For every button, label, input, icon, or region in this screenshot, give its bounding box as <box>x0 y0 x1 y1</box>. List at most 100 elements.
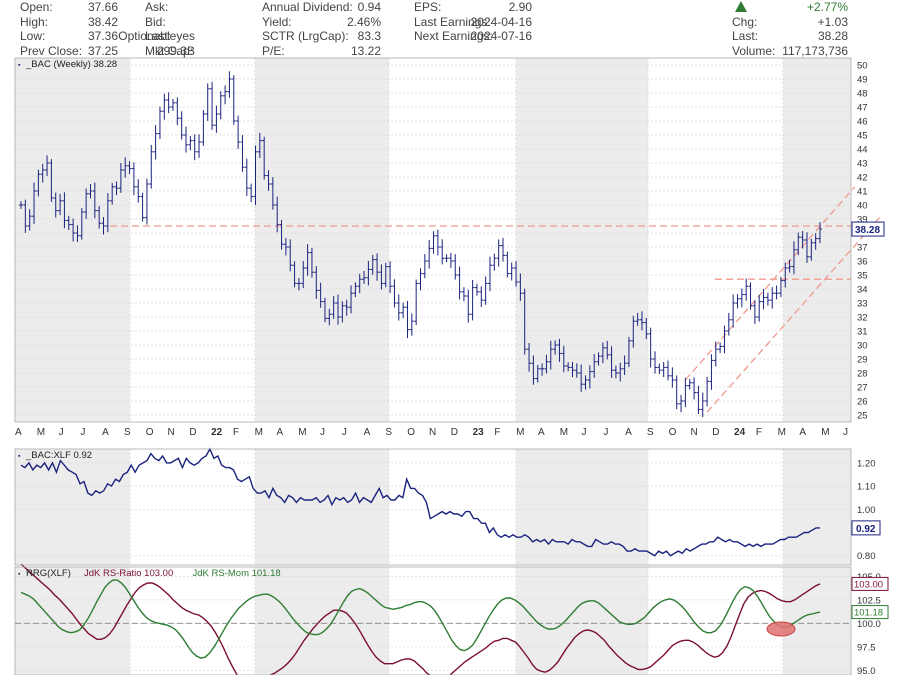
ratio-tag-text: 0.92 <box>856 524 876 535</box>
y-tick-label: 0.80 <box>857 551 876 562</box>
x-tick-label: A <box>15 427 22 438</box>
x-tick-label: 23 <box>473 427 485 438</box>
y-tick-label: 39 <box>857 215 868 226</box>
quote-label: Low: <box>20 29 46 43</box>
y-tick-label: 47 <box>857 103 868 114</box>
y-tick-label: 34 <box>857 285 868 296</box>
last-label: Last: <box>732 29 759 43</box>
x-tick-label: A <box>799 427 806 438</box>
change-percent: +2.77% <box>806 0 848 14</box>
y-tick-label: 45 <box>857 131 868 142</box>
x-tick-label: M <box>255 427 263 438</box>
chg-value: +1.03 <box>817 14 848 29</box>
last-value: 38.28 <box>817 29 848 43</box>
quote-label: Ask: <box>145 0 169 14</box>
y-tick-label: 50 <box>857 61 868 72</box>
y-tick-label: 27 <box>857 383 868 394</box>
volume-label: Volume: <box>732 43 776 58</box>
x-tick-label: D <box>712 427 719 438</box>
quote-label: High: <box>20 14 49 29</box>
chg-label: Chg: <box>732 14 758 29</box>
shade-band <box>255 567 389 675</box>
x-tick-label: D <box>451 427 458 438</box>
y-tick-label: 37 <box>857 243 868 254</box>
quote-label: Annual Dividend: <box>262 0 353 14</box>
y-tick-label: 42 <box>857 173 868 184</box>
y-tick-label: 1.10 <box>857 482 876 493</box>
x-tick-label: M <box>37 427 45 438</box>
quote-label: SCTR (LrgCap): <box>262 29 349 43</box>
quote-value: 37.25 <box>87 43 118 58</box>
ratio-tag <box>851 520 881 536</box>
volume-value: 117,173,736 <box>782 43 848 58</box>
y-tick-label: 48 <box>857 89 868 100</box>
y-tick-label: 30 <box>857 341 868 352</box>
trend-channel-line <box>684 186 856 381</box>
x-tick-label: S <box>124 427 131 438</box>
y-tick-label: 44 <box>857 145 868 156</box>
quote-value: Optionableyes <box>118 29 195 43</box>
series-tag <box>851 576 889 591</box>
x-tick-label: S <box>647 427 654 438</box>
shade-band <box>516 449 648 565</box>
quote-value: 2.46% <box>346 14 381 29</box>
quote-label: Next Earnings: <box>414 29 493 43</box>
rs-mom-line <box>20 579 821 659</box>
y-tick-label: 97.5 <box>857 642 876 653</box>
x-tick-label: M <box>821 427 829 438</box>
x-tick-label: J <box>843 427 848 438</box>
y-tick-label: 1.00 <box>857 505 876 516</box>
shade-band <box>15 449 130 565</box>
quote-label: Open: <box>20 0 53 14</box>
chart-title: _BAC (Weekly) 38.28 <box>25 59 117 70</box>
shade-band <box>15 58 130 422</box>
x-tick-label: N <box>429 427 436 438</box>
x-tick-label: F <box>233 427 239 438</box>
shade-band <box>516 58 648 422</box>
crossover-highlight <box>766 621 796 637</box>
x-tick-label: M <box>560 427 568 438</box>
up-arrow-icon <box>735 1 747 12</box>
quote-header: Open: 37.66 High: 38.42 Low: 37.36 Prev Close:… <box>0 0 900 58</box>
legend-entry: JdK RS-Mom 101.18 <box>193 568 281 579</box>
x-tick-label: D <box>189 427 196 438</box>
x-tick-label: S <box>385 427 392 438</box>
rs-ratio-line <box>20 563 821 675</box>
quote-label: Last Earnings: <box>414 14 491 29</box>
x-tick-label: J <box>320 427 325 438</box>
x-tick-label: N <box>168 427 175 438</box>
x-tick-label: A <box>538 427 545 438</box>
y-tick-label: 46 <box>857 117 868 128</box>
shade-band <box>15 567 130 675</box>
shade-band <box>783 58 851 422</box>
y-tick-label: 36 <box>857 257 868 268</box>
quote-label: P/E: <box>262 43 285 58</box>
ratio-line <box>20 447 820 557</box>
x-tick-label: F <box>756 427 762 438</box>
quote-label: Mkt Cap: <box>145 43 194 58</box>
x-tick-label: J <box>603 427 608 438</box>
x-tick-label: M <box>778 427 786 438</box>
shade-band <box>783 449 851 565</box>
x-tick-label: O <box>407 427 415 438</box>
panel-border <box>14 448 852 566</box>
x-tick-label: J <box>582 427 587 438</box>
x-tick-label: A <box>276 427 283 438</box>
y-tick-label: 95.0 <box>857 666 876 675</box>
series-tag-text: 103.00 <box>854 579 883 590</box>
x-tick-label: O <box>669 427 677 438</box>
series-tag-text: 101.18 <box>854 608 883 619</box>
quote-label: Bid: <box>145 14 166 29</box>
series-tag <box>851 605 889 620</box>
quote-value: 37.36 <box>87 29 118 43</box>
y-tick-label: 102.5 <box>857 595 881 606</box>
quote-value: 299.3B <box>156 43 195 58</box>
y-tick-label: 26 <box>857 397 868 408</box>
y-tick-label: 28 <box>857 369 868 380</box>
y-tick-label: 100.0 <box>857 619 881 630</box>
quote-value: 37.66 <box>87 0 118 14</box>
x-tick-label: M <box>298 427 306 438</box>
quote-label: EPS: <box>414 0 442 14</box>
y-tick-label: 43 <box>857 159 868 170</box>
shade-band <box>255 58 389 422</box>
